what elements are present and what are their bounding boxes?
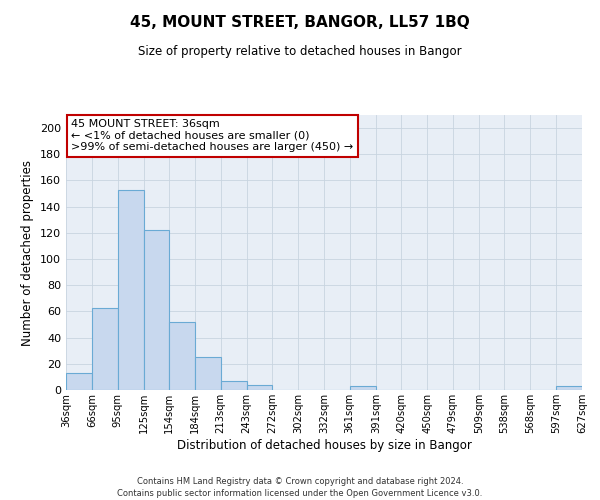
Bar xyxy=(169,322,195,390)
Bar xyxy=(195,358,221,390)
Text: 45 MOUNT STREET: 36sqm
← <1% of detached houses are smaller (0)
>99% of semi-det: 45 MOUNT STREET: 36sqm ← <1% of detached… xyxy=(71,119,353,152)
Y-axis label: Number of detached properties: Number of detached properties xyxy=(22,160,34,346)
X-axis label: Distribution of detached houses by size in Bangor: Distribution of detached houses by size … xyxy=(176,438,472,452)
Text: Contains HM Land Registry data © Crown copyright and database right 2024.: Contains HM Land Registry data © Crown c… xyxy=(137,478,463,486)
Bar xyxy=(144,230,169,390)
Bar xyxy=(556,386,582,390)
Bar xyxy=(66,373,92,390)
Text: Size of property relative to detached houses in Bangor: Size of property relative to detached ho… xyxy=(138,45,462,58)
Bar xyxy=(247,385,272,390)
Text: 45, MOUNT STREET, BANGOR, LL57 1BQ: 45, MOUNT STREET, BANGOR, LL57 1BQ xyxy=(130,15,470,30)
Bar xyxy=(350,386,376,390)
Bar xyxy=(118,190,144,390)
Bar xyxy=(221,381,247,390)
Bar xyxy=(92,308,118,390)
Text: Contains public sector information licensed under the Open Government Licence v3: Contains public sector information licen… xyxy=(118,489,482,498)
